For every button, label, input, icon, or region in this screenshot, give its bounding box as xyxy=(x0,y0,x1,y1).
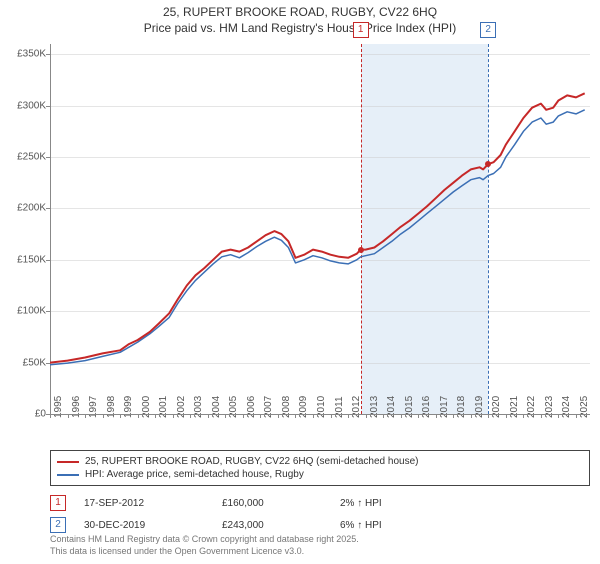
y-axis-label: £150K xyxy=(0,254,46,265)
chart-title: 25, RUPERT BROOKE ROAD, RUGBY, CV22 6HQ … xyxy=(0,4,600,36)
event-marker: 2 xyxy=(50,517,66,533)
series-price_paid xyxy=(50,93,585,362)
y-axis-label: £200K xyxy=(0,203,46,214)
footer-attribution: Contains HM Land Registry data © Crown c… xyxy=(50,534,590,557)
event-date: 30-DEC-2019 xyxy=(84,520,204,531)
event-price: £160,000 xyxy=(222,498,322,509)
chart-lines xyxy=(50,44,590,414)
event-delta: 6% ↑ HPI xyxy=(340,520,382,531)
legend-label: 25, RUPERT BROOKE ROAD, RUGBY, CV22 6HQ … xyxy=(85,456,418,467)
event-date: 17-SEP-2012 xyxy=(84,498,204,509)
event-price: £243,000 xyxy=(222,520,322,531)
title-line-1: 25, RUPERT BROOKE ROAD, RUGBY, CV22 6HQ xyxy=(0,4,600,20)
marker-dot xyxy=(485,161,491,167)
legend-swatch xyxy=(57,461,79,463)
marker-box: 1 xyxy=(353,22,369,38)
legend-row: 25, RUPERT BROOKE ROAD, RUGBY, CV22 6HQ … xyxy=(57,455,583,468)
price-events-table: 1 17-SEP-2012 £160,000 2% ↑ HPI 2 30-DEC… xyxy=(50,492,590,536)
event-marker: 1 xyxy=(50,495,66,511)
legend-row: HPI: Average price, semi-detached house,… xyxy=(57,468,583,481)
event-delta: 2% ↑ HPI xyxy=(340,498,382,509)
marker-dot xyxy=(358,247,364,253)
y-axis-label: £0 xyxy=(0,409,46,420)
y-axis-label: £350K xyxy=(0,49,46,60)
title-line-2: Price paid vs. HM Land Registry's House … xyxy=(0,20,600,36)
event-row: 1 17-SEP-2012 £160,000 2% ↑ HPI xyxy=(50,492,590,514)
footer-line: Contains HM Land Registry data © Crown c… xyxy=(50,534,590,546)
legend-label: HPI: Average price, semi-detached house,… xyxy=(85,469,304,480)
y-axis-label: £300K xyxy=(0,100,46,111)
legend: 25, RUPERT BROOKE ROAD, RUGBY, CV22 6HQ … xyxy=(50,450,590,486)
legend-swatch xyxy=(57,474,79,476)
footer-line: This data is licensed under the Open Gov… xyxy=(50,546,590,558)
event-row: 2 30-DEC-2019 £243,000 6% ↑ HPI xyxy=(50,514,590,536)
line-chart: £0£50K£100K£150K£200K£250K£300K£350K1995… xyxy=(50,44,590,414)
y-axis-label: £50K xyxy=(0,357,46,368)
marker-box: 2 xyxy=(480,22,496,38)
y-axis-label: £100K xyxy=(0,306,46,317)
y-axis-label: £250K xyxy=(0,152,46,163)
